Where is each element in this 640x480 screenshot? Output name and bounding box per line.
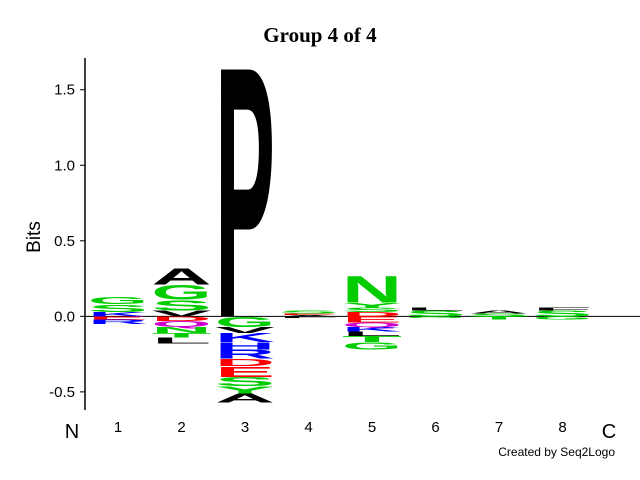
x-tick-label: 8 <box>558 419 566 436</box>
logo-letter: S <box>469 313 529 318</box>
x-tick-label: 4 <box>304 419 312 436</box>
y-tick-label: 1.5 <box>54 82 75 99</box>
x-tick-label: 3 <box>241 419 249 436</box>
logo-letter: L <box>152 336 212 345</box>
c-terminus-label: C <box>602 421 616 443</box>
logo-letter: V <box>215 326 275 335</box>
y-axis-label: Bits <box>24 221 45 253</box>
y-tick-label: 0.5 <box>54 233 75 250</box>
logo-letter: G <box>342 340 402 352</box>
logo-letter: L <box>406 306 466 311</box>
logo-letter: V <box>152 309 212 318</box>
logo-letter: G <box>215 314 275 330</box>
logo-letter: A <box>152 264 212 290</box>
x-tick-label: 5 <box>368 419 376 436</box>
logo-letter: G <box>88 295 148 307</box>
logo-letter: E <box>88 316 148 321</box>
x-tick-label: 1 <box>114 419 122 436</box>
logo-letter: L <box>342 330 402 337</box>
logo-letter: K <box>215 331 275 345</box>
y-tick-label: -0.5 <box>49 384 75 401</box>
logo-letter: Q <box>152 319 212 328</box>
logo-letter: S <box>152 297 212 313</box>
logo-letter: L <box>279 316 339 318</box>
logo-letter: R <box>88 318 148 325</box>
credit: Created by Seq2Logo <box>498 445 615 459</box>
logo-letter: S <box>88 303 148 315</box>
logo-letter: D <box>342 311 402 318</box>
logo-letter: S <box>533 309 593 318</box>
logo-letter: A <box>279 314 339 316</box>
chart-title: Group 4 of 4 <box>263 23 377 47</box>
logo-letter: G <box>152 281 212 304</box>
x-tick-label: 2 <box>177 419 185 436</box>
logo-letter: E <box>279 313 339 315</box>
logo-letter: E <box>342 315 402 324</box>
logo-letter: F <box>533 306 593 311</box>
logo-letter: E <box>215 364 275 380</box>
logo-letter: T <box>152 332 212 339</box>
n-terminus-label: N <box>65 421 79 443</box>
logo-letter: A <box>215 391 275 405</box>
logo-letter: P <box>215 0 275 393</box>
logo-letter: S <box>406 309 466 318</box>
logo-letter: S <box>279 310 339 315</box>
y-tick-label: 0.0 <box>54 308 75 325</box>
logo-letter: K <box>88 311 148 318</box>
logo-letter: Y <box>215 384 275 396</box>
logo-letter: G <box>406 316 466 318</box>
logo-letter: H <box>215 340 275 352</box>
logo-letter: K <box>342 326 402 333</box>
logo-letter: R <box>215 347 275 361</box>
logo-letter: T <box>342 335 402 344</box>
logo-letter: N <box>342 269 402 311</box>
logo-letter: D <box>152 315 212 322</box>
logo-letter: Y <box>342 302 402 309</box>
y-tick-label: 1.0 <box>54 157 75 174</box>
logo-letter: Q <box>342 321 402 328</box>
x-tick-label: 7 <box>495 419 503 436</box>
logo-letter: D <box>215 357 275 369</box>
x-tick-label: 6 <box>431 419 439 436</box>
logo-letter: A <box>469 310 529 315</box>
logo-letter: G <box>533 316 593 321</box>
logo-letter: S <box>342 306 402 313</box>
logo-letter: T <box>469 316 529 321</box>
logo-letter: S <box>215 375 275 389</box>
logo-letter: N <box>152 326 212 335</box>
